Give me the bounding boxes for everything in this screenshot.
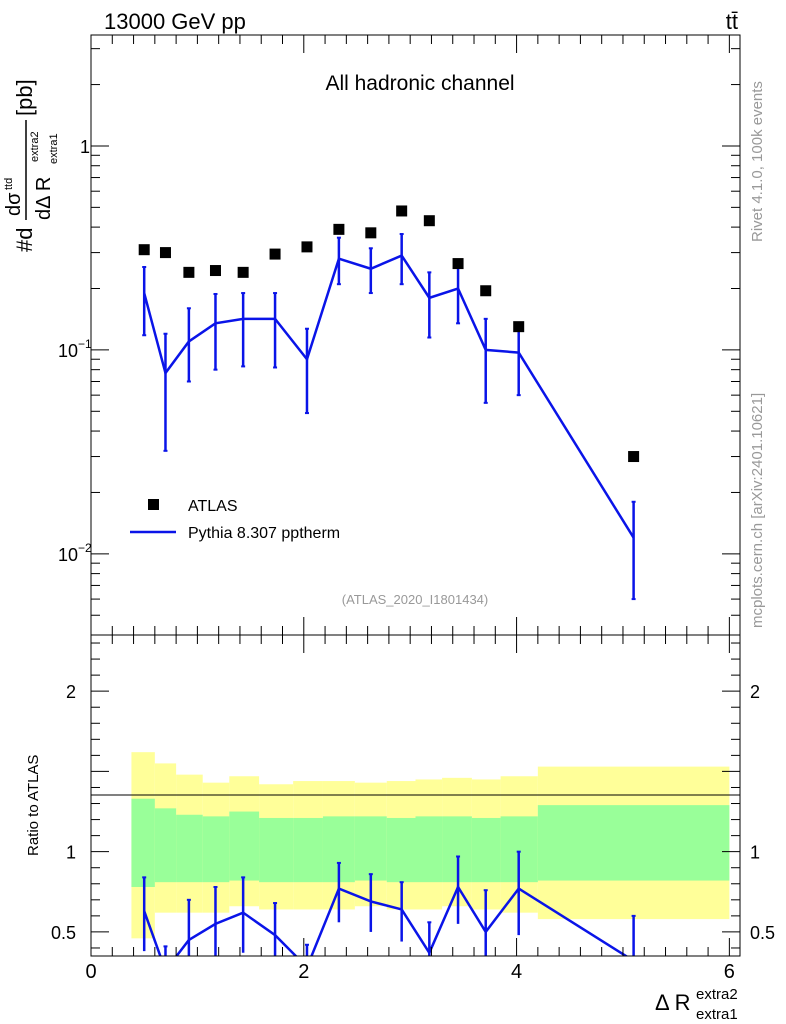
ratio-band-green (259, 817, 294, 883)
ratio-ytick-label-right: 2 (750, 682, 760, 702)
main-ylabel-denominator-sub: extra1 (48, 133, 60, 164)
ratio-uncertainty-bands (131, 752, 730, 939)
main-data-layer (138, 205, 640, 601)
atlas-data-point (365, 227, 377, 239)
xlabel: Δ R extra2 extra1 (655, 986, 738, 1023)
plot-title: All hadronic channel (325, 72, 514, 95)
legend: ATLAS Pythia 8.307 pptherm (130, 498, 340, 542)
ratio-band-green (176, 814, 203, 883)
ratio-band-green (415, 816, 443, 883)
main-ylabel-denominator-sup: extra2 (29, 131, 41, 162)
ratio-data-layer (142, 850, 636, 956)
ratio-ytick-label-right: 1 (750, 843, 760, 863)
atlas-data-point (513, 321, 525, 333)
main-axis-ticks: 110−110−2 (58, 35, 740, 636)
xtick-label: 4 (511, 961, 522, 983)
main-ylabel: #d dσ ttd dΔ R extra1 extra2 [pb] (3, 79, 60, 252)
ratio-panel: 0.5 0.5 1 1 2 2 0 2 4 6 Ratio to ATLAS Δ R extra2… (25, 634, 775, 1023)
ratio-band-green (386, 817, 416, 883)
ratio-band-green (471, 817, 501, 883)
atlas-data-point (209, 265, 221, 277)
xlabel-sub: extra1 (696, 1006, 738, 1023)
main-ytick-label: 10 (58, 545, 78, 565)
ratio-ytick-label-left: 2 (66, 682, 76, 702)
legend-atlas-label: ATLAS (188, 498, 238, 515)
main-panel: 110−110−2 All hadronic channel (ATLAS_20… (3, 34, 741, 636)
rivet-version-label: Rivet 4.1.0, 100k events (749, 81, 766, 242)
ratio-band-green (293, 817, 323, 883)
ratio-ytick-label-right: 0.5 (750, 923, 775, 943)
ratio-frame (90, 634, 741, 957)
ratio-band-green (354, 816, 387, 881)
ratio-band-green (131, 798, 155, 887)
main-ylabel-numerator: dσ (3, 192, 25, 216)
analysis-tag: (ATLAS_2020_I1801434) (342, 592, 488, 607)
ratio-ytick-label-left: 1 (66, 843, 76, 863)
atlas-data-point (480, 285, 492, 297)
atlas-data-point (237, 266, 249, 278)
xlabel-sup: extra2 (696, 986, 738, 1003)
legend-atlas-marker (148, 499, 159, 510)
ratio-axis-ticks: 0.5 0.5 1 1 2 2 0 2 4 6 (51, 635, 775, 983)
main-ylabel-numerator-sup: ttd (3, 178, 15, 190)
ratio-band-green (537, 805, 730, 881)
ratio-band-green (154, 808, 177, 883)
main-ytick-exponent: −1 (78, 337, 92, 351)
xlabel-main: Δ R (655, 990, 690, 1015)
atlas-data-point (423, 215, 435, 227)
xtick-label: 6 (724, 961, 735, 983)
atlas-data-point (396, 205, 408, 217)
pythia-line (142, 254, 635, 539)
energy-label: 13000 GeV pp (104, 9, 246, 34)
main-ylabel-prefix: #d (12, 228, 37, 252)
atlas-data-point (333, 223, 345, 235)
main-ytick-label: 10 (58, 341, 78, 361)
atlas-data-point (183, 266, 195, 278)
process-label: tt̄ (726, 9, 738, 34)
main-ylabel-unit: [pb] (12, 79, 37, 116)
main-ytick-exponent: −2 (78, 541, 92, 555)
xtick-label: 0 (85, 961, 96, 983)
ratio-ytick-label-left: 0.5 (51, 923, 76, 943)
atlas-data-point (301, 241, 313, 253)
legend-pythia-label: Pythia 8.307 pptherm (188, 525, 340, 542)
xtick-label: 2 (298, 961, 309, 983)
ratio-band-green (202, 816, 230, 883)
source-label: mcplots.cern.ch [arXiv:2401.10621] (749, 393, 766, 628)
atlas-data-point (159, 247, 171, 259)
atlas-data-point (269, 248, 281, 260)
main-ylabel-denominator: dΔ R (33, 177, 55, 220)
ratio-band-green (229, 811, 260, 881)
atlas-data-point (452, 258, 464, 270)
atlas-data-point (138, 244, 150, 256)
ratio-ylabel: Ratio to ATLAS (25, 755, 42, 856)
main-ytick-label: 1 (80, 137, 90, 157)
atlas-data-point (628, 451, 640, 463)
